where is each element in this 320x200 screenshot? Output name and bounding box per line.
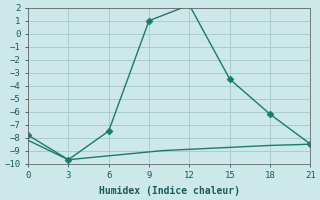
X-axis label: Humidex (Indice chaleur): Humidex (Indice chaleur) — [99, 186, 240, 196]
